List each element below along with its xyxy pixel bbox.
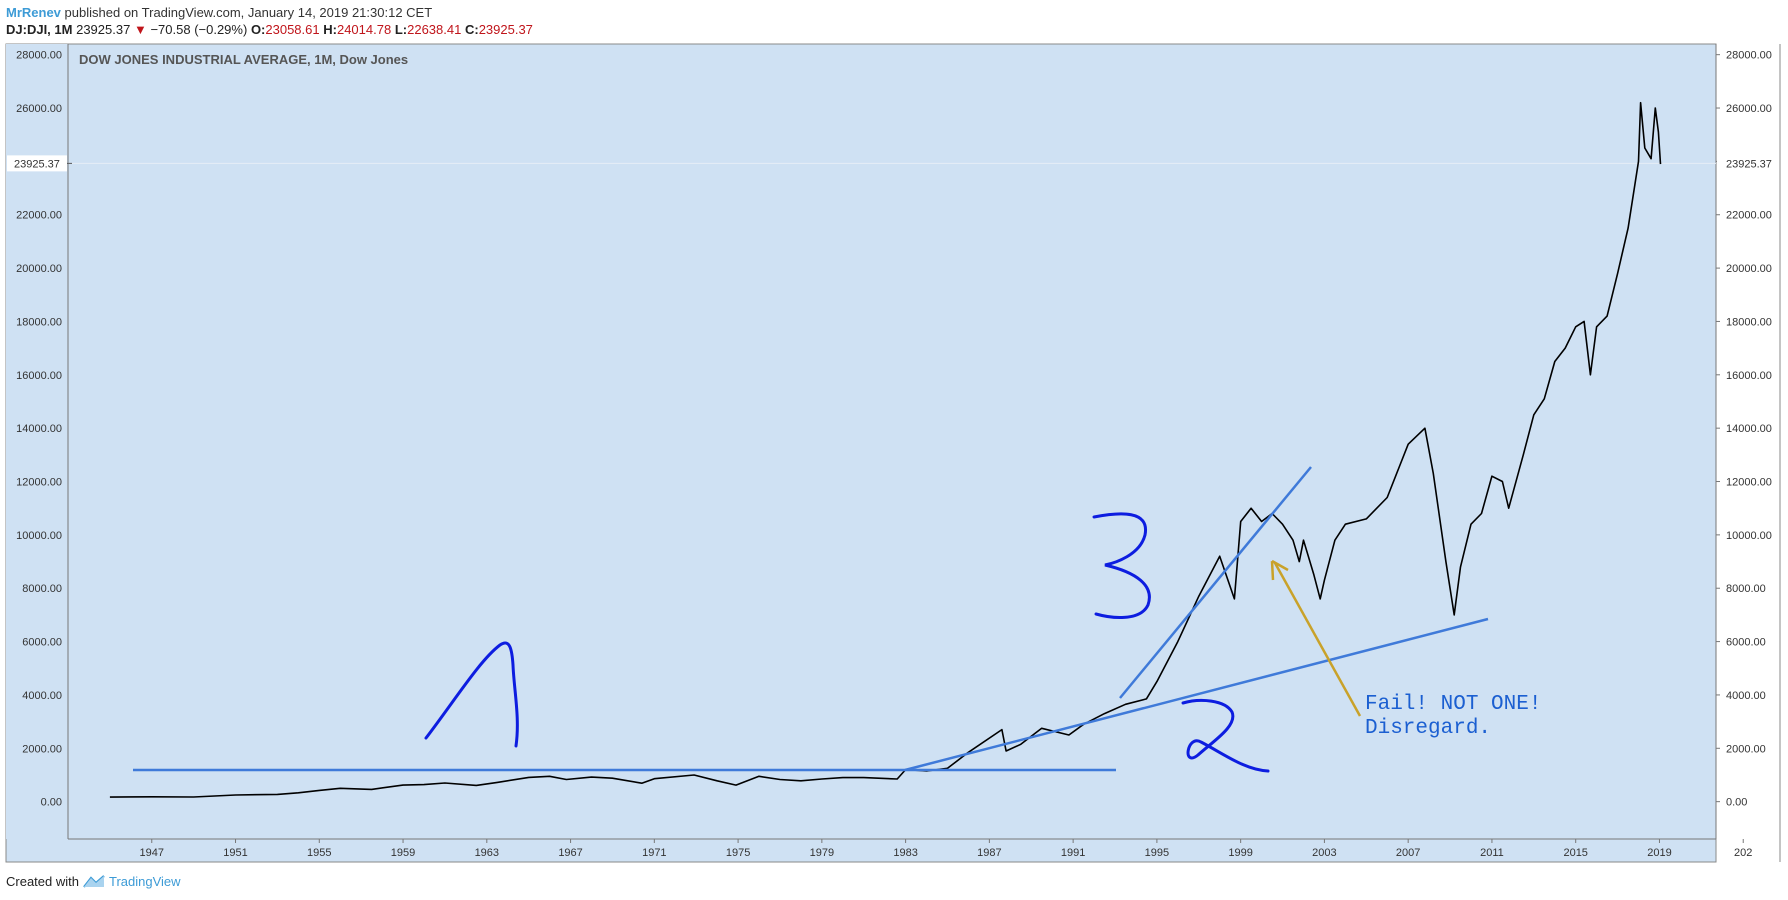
x-tick-label: 2007 — [1396, 847, 1420, 859]
close-value: 23925.37 — [478, 22, 533, 37]
y-tick-left: 18000.00 — [16, 316, 62, 328]
y-tick-right: 26000.00 — [1726, 103, 1772, 115]
x-tick-label: 1995 — [1145, 847, 1169, 859]
high-label: H: — [323, 22, 337, 37]
y-tick-right: 28000.00 — [1726, 50, 1772, 62]
x-tick-label: 1999 — [1228, 847, 1252, 859]
annotation-fail-line1[interactable]: Fail! NOT ONE! — [1365, 693, 1541, 716]
handwritten-number-1[interactable] — [424, 641, 519, 748]
y-tick-left: 16000.00 — [16, 370, 62, 382]
plot-background — [5, 43, 1717, 863]
trendline-2[interactable] — [904, 617, 1489, 772]
x-tick-label: 2003 — [1312, 847, 1336, 859]
symbol-label: DJ:DJI, 1M — [6, 22, 73, 37]
x-tick-label: 1983 — [893, 847, 917, 859]
created-with-label: Created with — [6, 874, 79, 889]
last-price-label-right: 23925.37 — [1726, 158, 1772, 170]
y-tick-left: 6000.00 — [22, 637, 62, 649]
x-tick-label: 2019 — [1647, 847, 1671, 859]
price-change: −70.58 (−0.29%) — [150, 22, 248, 37]
y-tick-right: 20000.00 — [1726, 263, 1772, 275]
author-link[interactable]: MrRenev — [6, 5, 61, 20]
x-tick-label: 1971 — [642, 847, 666, 859]
y-tick-left: 26000.00 — [16, 103, 62, 115]
x-tick-label: 1987 — [977, 847, 1001, 859]
y-tick-left: 14000.00 — [16, 423, 62, 435]
y-tick-left: 0.00 — [41, 797, 62, 809]
y-tick-right: 10000.00 — [1726, 530, 1772, 542]
y-tick-right: 2000.00 — [1726, 743, 1766, 755]
x-tick-label: 1955 — [307, 847, 331, 859]
left-axis-panel — [6, 44, 68, 839]
y-tick-right: 14000.00 — [1726, 423, 1772, 435]
x-tick-label: 1979 — [810, 847, 834, 859]
dow-price-line — [109, 101, 1662, 798]
y-tick-left: 22000.00 — [16, 210, 62, 222]
trendline-3[interactable] — [1119, 466, 1312, 699]
published-text: published on TradingView.com, January 14… — [64, 5, 433, 20]
y-tick-left: 10000.00 — [16, 530, 62, 542]
x-tick-label: 1959 — [391, 847, 415, 859]
y-tick-right: 12000.00 — [1726, 477, 1772, 489]
y-tick-right: 8000.00 — [1726, 583, 1766, 595]
annotation-fail-line2[interactable]: Disregard. — [1365, 717, 1491, 740]
handwritten-number-3[interactable] — [1092, 512, 1151, 619]
x-tick-label: 1947 — [140, 847, 164, 859]
x-tick-label: 202 — [1734, 847, 1752, 859]
y-tick-left: 4000.00 — [22, 690, 62, 702]
y-tick-left: 20000.00 — [16, 263, 62, 275]
last-price-label-left: 23925.37 — [14, 158, 60, 170]
y-tick-left: 2000.00 — [22, 743, 62, 755]
y-tick-right: 4000.00 — [1726, 690, 1766, 702]
y-tick-right: 22000.00 — [1726, 210, 1772, 222]
last-price-badge-left — [7, 155, 67, 172]
y-tick-left: 28000.00 — [16, 50, 62, 62]
x-tick-label: 1975 — [726, 847, 750, 859]
y-tick-right: 18000.00 — [1726, 316, 1772, 328]
x-tick-label: 2015 — [1563, 847, 1587, 859]
y-tick-left: 12000.00 — [16, 477, 62, 489]
last-price-badge-right — [1717, 155, 1779, 172]
x-tick-label: 1991 — [1061, 847, 1085, 859]
y-tick-right: 6000.00 — [1726, 637, 1766, 649]
chart-title: DOW JONES INDUSTRIAL AVERAGE, 1M, Dow Jo… — [79, 52, 408, 67]
x-tick-label: 1963 — [475, 847, 499, 859]
last-price: 23925.37 — [76, 22, 131, 37]
down-arrow-icon: ▼ — [133, 22, 147, 37]
tradingview-brand-link[interactable]: TradingView — [108, 874, 181, 889]
publish-info: MrRenev published on TradingView.com, Ja… — [6, 5, 432, 20]
open-label: O: — [250, 22, 266, 37]
y-tick-right: 16000.00 — [1726, 370, 1772, 382]
y-tick-right: 0.00 — [1726, 797, 1747, 809]
y-tick-left: 8000.00 — [22, 583, 62, 595]
open-value: 23058.61 — [265, 22, 320, 37]
tradingview-logo-icon — [83, 875, 105, 888]
callout-arrow[interactable] — [1273, 562, 1362, 717]
low-label: L: — [394, 22, 408, 37]
high-value: 24014.78 — [336, 22, 392, 37]
low-value: 22638.41 — [407, 22, 462, 37]
x-tick-label: 1967 — [558, 847, 582, 859]
handwritten-number-2[interactable] — [1181, 698, 1270, 773]
x-tick-label: 2011 — [1480, 847, 1504, 859]
footer: Created with TradingView — [6, 874, 181, 889]
close-label: C: — [464, 22, 479, 37]
ohlc-legend: DJ:DJI, 1M 23925.37 ▼ −70.58 (−0.29%) O:… — [6, 22, 533, 37]
x-tick-label: 1951 — [223, 847, 247, 859]
arrowhead-icon — [1270, 559, 1289, 581]
